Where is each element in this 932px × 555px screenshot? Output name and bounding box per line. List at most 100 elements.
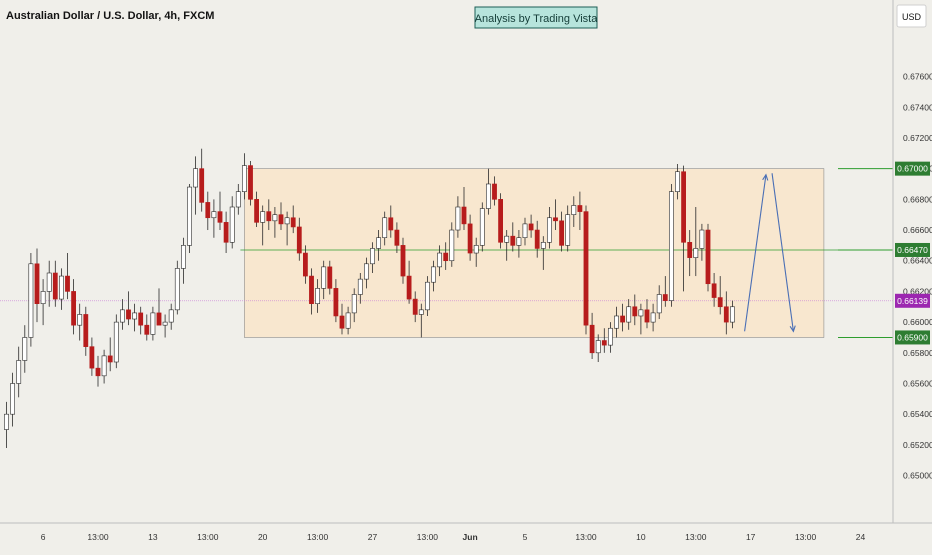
candle-body-down [406, 275, 412, 300]
candle-body-up [315, 288, 320, 304]
candle-body-up [675, 171, 680, 192]
candle-body-up [40, 291, 46, 304]
x-tick-label: 13 [148, 532, 158, 542]
candle-body-up [504, 235, 510, 243]
candle-body-down [711, 283, 717, 298]
time-axis: 6 13:00 13 13:00 20 13:00 27 13:00 Jun 5 13:00 10 13… [41, 532, 866, 542]
x-tick-label: 17 [746, 532, 756, 542]
candle-body-up [345, 312, 351, 329]
y-tick-label: 0.67400 [903, 102, 932, 112]
x-tick-label: 20 [258, 532, 268, 542]
candle-body-up [540, 242, 546, 249]
x-tick-label: 24 [856, 532, 866, 542]
level-price-tag-text: 0.66470 [897, 245, 928, 255]
x-tick-label: 13:00 [197, 532, 219, 542]
x-tick-label: Jun [463, 532, 478, 542]
candle-body-up [485, 183, 491, 209]
candle-body-down [296, 226, 302, 254]
candle-body-up [187, 186, 192, 246]
candle-body-down [95, 367, 101, 377]
candle-body-up [382, 217, 388, 239]
level-price-tag-text: 0.67000 [897, 164, 928, 174]
candle-body-down [601, 340, 607, 346]
y-tick-label: 0.65000 [903, 471, 932, 481]
candle-body-down [126, 309, 131, 320]
candle-body-down [510, 235, 516, 246]
candle-body-up [699, 229, 705, 249]
projection-arrow-line [744, 174, 767, 332]
candle-body-up [418, 309, 424, 315]
level-price-tag-bg [895, 161, 930, 176]
candle-body-up [668, 191, 674, 301]
candle-body-up [181, 245, 186, 269]
candle-body-up [565, 214, 571, 246]
candle-body-up [284, 217, 290, 225]
currency-button[interactable]: USD [896, 4, 927, 28]
candle-body-down [400, 245, 406, 277]
candle-body-down [528, 223, 534, 231]
candle-body-down [217, 211, 223, 223]
candle-body-up [376, 237, 381, 249]
candle-body-down [662, 294, 668, 301]
y-tick-label: 0.66800 [903, 194, 932, 204]
last-price-tag-text: 0.66139 [897, 296, 928, 306]
candle-body-down [461, 206, 467, 225]
candle-body-down [681, 171, 686, 243]
candle-body-up [455, 206, 461, 231]
candle-body-up [571, 205, 577, 215]
candle-body-up [211, 211, 217, 219]
candle-body-down [309, 275, 314, 304]
candle-body-down [388, 217, 394, 231]
candle-body-up [546, 217, 552, 243]
candle-body-down [71, 291, 76, 326]
y-tick-label: 0.65400 [903, 409, 932, 419]
arrow-layer [744, 173, 796, 333]
candle-body-up [113, 321, 119, 363]
candle-body-down [89, 346, 95, 369]
x-tick-label: 5 [523, 532, 528, 542]
candle-body-down [498, 199, 503, 243]
candle-body-down [248, 165, 253, 200]
candle-body-down [156, 312, 162, 326]
candle-body-down [144, 324, 150, 335]
candle-body-down [583, 211, 589, 326]
candle-body-up [132, 312, 137, 320]
candle-body-down [632, 306, 638, 317]
candle-body-up [650, 312, 656, 323]
projection-arrowhead [762, 173, 769, 181]
y-tick-label: 0.67600 [903, 72, 932, 82]
candle-body-down [290, 217, 296, 228]
candle-body-down [492, 183, 497, 200]
level-price-tag-bg [895, 330, 930, 345]
y-tick-label: 0.66000 [903, 317, 932, 327]
candle-body-up [357, 278, 363, 295]
candle-body-down [107, 355, 113, 363]
x-tick-label: 13:00 [575, 532, 597, 542]
candle-body-down [266, 211, 272, 222]
candle-body-down [138, 312, 144, 326]
candle-body-down [687, 242, 693, 258]
watermark-label-box: Analysis by Trading Vista [474, 6, 599, 29]
candle-body-up [626, 306, 632, 323]
candle-body-down [705, 229, 711, 285]
candle-body-down [443, 252, 449, 262]
x-tick-label: 6 [41, 532, 46, 542]
candle-body-up [522, 223, 528, 239]
x-tick-label: 13:00 [795, 532, 817, 542]
candle-body-up [174, 268, 180, 311]
candle-body-up [479, 208, 485, 246]
candle-body-up [16, 360, 22, 384]
candle-body-down [644, 309, 650, 323]
y-tick-label: 0.67200 [903, 133, 932, 143]
candle-body-down [199, 168, 205, 203]
x-tick-label: 10 [636, 532, 646, 542]
y-tick-label: 0.65200 [903, 440, 932, 450]
candle-body-up [22, 337, 28, 361]
candle-body-up [77, 314, 83, 326]
candle-body-down [333, 288, 339, 317]
candle-body-up [235, 191, 241, 208]
candle-body-down [394, 229, 400, 246]
watermark-label: Analysis by Trading Vista [475, 13, 599, 25]
candle-body-up [260, 211, 266, 223]
candle-body-down [717, 297, 723, 308]
